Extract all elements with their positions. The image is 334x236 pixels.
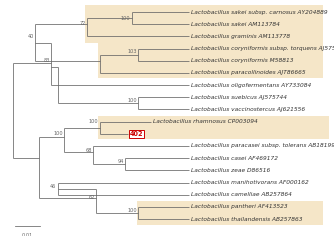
Text: Lactobacillus rhamnosus CP003094: Lactobacillus rhamnosus CP003094 bbox=[153, 119, 257, 124]
Bar bbox=[98, 43, 323, 78]
Text: 94: 94 bbox=[118, 159, 124, 164]
Text: 100: 100 bbox=[89, 119, 98, 124]
Text: Lactobacillus paracollinoides AJT86665: Lactobacillus paracollinoides AJT86665 bbox=[191, 71, 306, 76]
Text: Lactobacillus casei AF469172: Lactobacillus casei AF469172 bbox=[191, 156, 278, 161]
Bar bbox=[98, 116, 329, 139]
Text: Lactobacillus zeae D86516: Lactobacillus zeae D86516 bbox=[191, 168, 270, 173]
Text: 100: 100 bbox=[127, 98, 137, 103]
Text: 62: 62 bbox=[89, 195, 95, 200]
Text: Lactobacillus vaccinostercus AJ621556: Lactobacillus vaccinostercus AJ621556 bbox=[191, 107, 305, 112]
Bar bbox=[85, 5, 323, 43]
Text: 100: 100 bbox=[121, 16, 130, 21]
Text: Lactobacillus suebicus AJ575744: Lactobacillus suebicus AJ575744 bbox=[191, 95, 287, 100]
Text: 46: 46 bbox=[50, 184, 56, 189]
Text: 100: 100 bbox=[127, 208, 137, 213]
Text: Lactobacillus sakei AM113784: Lactobacillus sakei AM113784 bbox=[191, 22, 280, 27]
Text: 68: 68 bbox=[86, 148, 92, 153]
Text: Lactobacillus oligofermentans AY733084: Lactobacillus oligofermentans AY733084 bbox=[191, 83, 311, 88]
Bar bbox=[137, 201, 323, 224]
Text: 402: 402 bbox=[130, 131, 144, 137]
Text: Lactobacillus pantheri AF413523: Lactobacillus pantheri AF413523 bbox=[191, 204, 288, 209]
Text: Lactobacillus sakei subsp. carnosus AY204889: Lactobacillus sakei subsp. carnosus AY20… bbox=[191, 10, 328, 15]
Text: Lactobacillus thailandensis AB257863: Lactobacillus thailandensis AB257863 bbox=[191, 217, 303, 222]
Text: 103: 103 bbox=[127, 49, 137, 54]
Text: Lactobacillus graminis AM113778: Lactobacillus graminis AM113778 bbox=[191, 34, 290, 39]
Text: Lactobacillus coryniformis M58813: Lactobacillus coryniformis M58813 bbox=[191, 58, 294, 63]
Text: 0.01: 0.01 bbox=[22, 233, 33, 236]
Text: 72: 72 bbox=[79, 21, 86, 25]
Text: 40: 40 bbox=[28, 34, 34, 39]
Text: 100: 100 bbox=[53, 131, 63, 136]
Text: Lactobacillus camelliae AB257864: Lactobacillus camelliae AB257864 bbox=[191, 192, 292, 197]
Text: Lactobacillus manihotivorans AF000162: Lactobacillus manihotivorans AF000162 bbox=[191, 180, 309, 185]
Text: Lactobacillus paracasei subsp. tolerans AB181990: Lactobacillus paracasei subsp. tolerans … bbox=[191, 143, 334, 148]
Text: 83: 83 bbox=[44, 58, 50, 63]
Text: Lactobacillus coryniformis subsp. torquens AJ575741: Lactobacillus coryniformis subsp. torque… bbox=[191, 46, 334, 51]
